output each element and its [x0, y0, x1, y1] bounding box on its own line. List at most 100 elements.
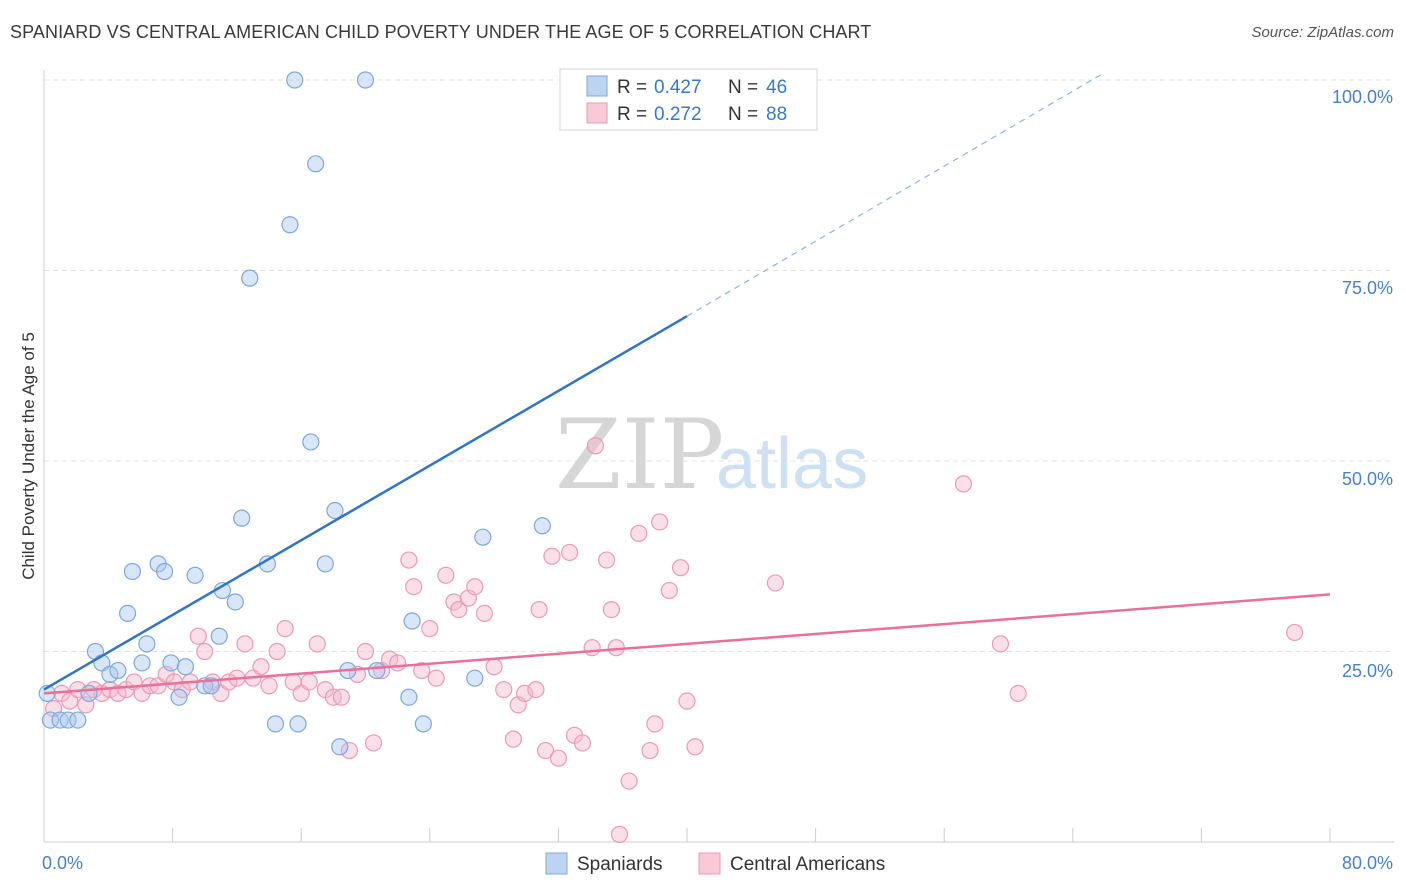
watermark-zip: ZIP	[555, 399, 724, 511]
central-americans-point-68	[583, 639, 601, 657]
spaniards-point-43	[466, 669, 484, 687]
central-americans-point-69	[586, 437, 604, 455]
axes	[43, 70, 1394, 843]
spaniards-point-3	[59, 711, 77, 729]
central-americans-point-29	[276, 620, 294, 638]
central-americans-point-39	[356, 642, 375, 661]
central-americans-points	[45, 437, 1304, 843]
legend-r-value-central: 0.272	[654, 104, 702, 125]
central-americans-point-56	[495, 680, 513, 699]
spaniards-point-26	[241, 269, 259, 287]
central-americans-point-75	[641, 741, 659, 760]
spaniards-point-5	[80, 684, 98, 703]
source-label: Source: ZipAtlas.com	[1251, 24, 1394, 41]
central-americans-point-8	[109, 684, 127, 703]
x-tick-label-max: 80.0%	[1342, 853, 1393, 873]
spaniards-point-11	[123, 562, 142, 581]
spaniards-point-19	[186, 566, 204, 584]
watermark: ZIP atlas	[555, 399, 868, 511]
central-americans-point-83	[766, 574, 785, 592]
spaniards-point-39	[368, 661, 386, 680]
central-americans-point-82	[610, 825, 629, 843]
central-americans-point-24	[236, 635, 254, 653]
spaniards-point-4	[69, 711, 87, 729]
bottom-legend-swatch-central	[698, 852, 721, 875]
spaniards-points	[38, 71, 551, 756]
spaniards-point-40	[400, 688, 418, 706]
gridlines	[44, 79, 1394, 652]
central-americans-point-33	[308, 635, 326, 653]
central-americans-point-32	[300, 673, 318, 691]
central-americans-point-78	[660, 581, 678, 600]
spaniards-point-24	[226, 593, 244, 611]
central-americans-point-36	[332, 688, 350, 706]
spaniards-point-30	[286, 71, 304, 89]
central-americans-point-51	[450, 600, 468, 619]
central-americans-point-86	[954, 475, 973, 493]
central-americans-point-44	[400, 551, 418, 569]
central-americans-point-63	[543, 547, 561, 565]
legend-n-label-central: N =	[728, 104, 758, 125]
spaniards-point-29	[281, 216, 299, 234]
central-americans-point-57	[504, 730, 522, 748]
central-americans-point-74	[630, 524, 648, 542]
spaniards-point-9	[109, 661, 127, 680]
central-americans-point-81	[686, 738, 704, 756]
spaniards-point-22	[210, 627, 228, 645]
central-americans-point-49	[437, 566, 455, 584]
chart-title: SPANIARD VS CENTRAL AMERICAN CHILD POVER…	[10, 22, 872, 42]
central-americans-point-26	[252, 658, 270, 676]
central-americans-point-37	[340, 741, 359, 760]
bottom-legend-label-central: Central Americans	[730, 854, 885, 875]
central-americans-point-85	[1009, 684, 1027, 703]
central-americans-point-71	[602, 600, 621, 619]
y-tick-label-75: 75.0%	[1342, 278, 1393, 298]
spaniards-point-35	[326, 501, 344, 520]
spaniards-point-36	[331, 738, 349, 756]
legend-swatch-spaniards	[586, 75, 608, 97]
spaniards-point-44	[533, 517, 551, 535]
spaniards-point-34	[316, 555, 334, 573]
spaniards-point-41	[403, 612, 421, 630]
spaniards-point-15	[155, 562, 174, 581]
central-americans-point-28	[268, 642, 286, 661]
central-americans-point-55	[485, 658, 503, 676]
central-americans-point-73	[620, 772, 638, 790]
central-americans-point-87	[1286, 623, 1304, 642]
legend-r-value-spaniards: 0.427	[654, 77, 702, 98]
central-americans-point-84	[991, 635, 1010, 653]
central-americans-point-48	[427, 669, 445, 687]
spaniards-point-28	[266, 715, 285, 733]
central-americans-point-80	[678, 692, 696, 710]
central-americans-point-18	[189, 627, 207, 645]
central-americans-point-53	[466, 578, 484, 596]
spaniards-point-18	[176, 658, 195, 676]
legend-swatch-central	[586, 102, 608, 124]
central-americans-point-77	[651, 513, 669, 531]
central-americans-point-27	[260, 677, 278, 695]
y-tick-label-50: 50.0%	[1342, 469, 1393, 489]
central-americans-point-67	[573, 734, 592, 752]
spaniards-point-42	[414, 715, 432, 733]
y-tick-label-100: 100.0%	[1332, 87, 1393, 107]
bottom-legend-swatch-spaniards	[545, 852, 568, 875]
watermark-atlas: atlas	[716, 424, 868, 504]
legend: R = 0.427 N = 46 R = 0.272 N = 88	[559, 68, 818, 131]
central-americans-point-46	[413, 661, 431, 680]
spaniards-point-17	[170, 688, 188, 706]
spaniards-point-45	[474, 528, 492, 546]
trend-line-central-americans	[43, 593, 1331, 695]
central-americans-point-65	[561, 543, 579, 562]
y-axis-label: Child Poverty Under the Age of 5	[19, 332, 38, 580]
spaniards-point-25	[233, 509, 251, 527]
central-americans-point-54	[475, 604, 494, 623]
central-americans-point-60	[527, 680, 545, 699]
spaniards-point-31	[289, 715, 307, 733]
x-axis-ticks	[172, 828, 1331, 842]
central-americans-point-70	[598, 551, 616, 569]
central-americans-point-47	[421, 620, 439, 638]
central-americans-point-62	[536, 741, 555, 760]
x-tick-label-min: 0.0%	[42, 853, 83, 873]
central-americans-point-43	[389, 654, 407, 672]
